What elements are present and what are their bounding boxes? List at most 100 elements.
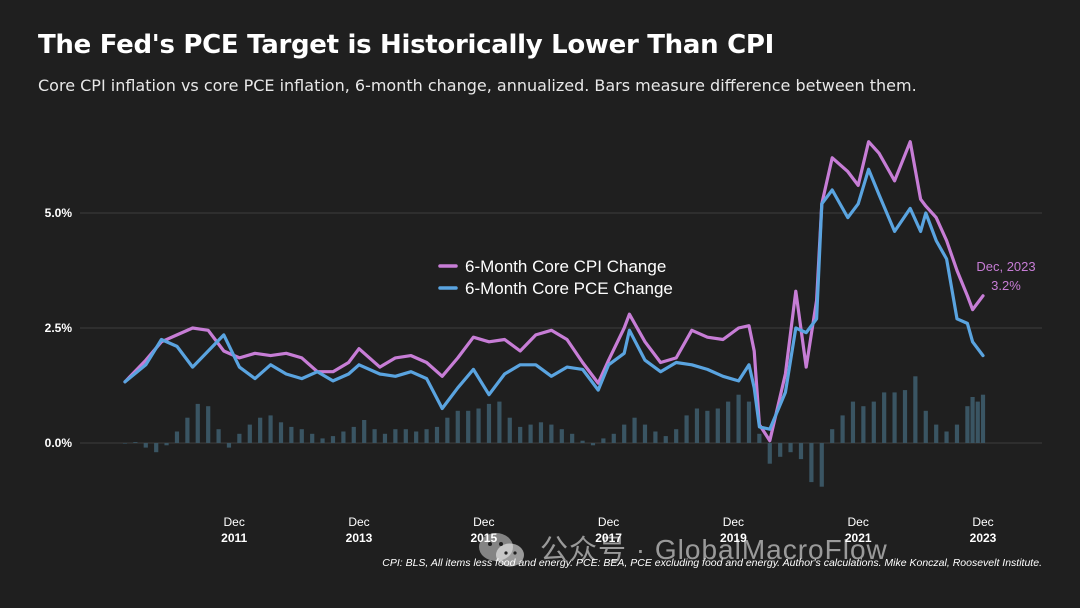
difference-bar — [351, 426, 356, 443]
difference-bar — [362, 420, 367, 443]
difference-bar — [164, 443, 169, 446]
difference-bar — [767, 443, 772, 464]
difference-bar — [424, 429, 429, 443]
difference-bar — [715, 408, 720, 443]
difference-bar — [830, 429, 835, 443]
difference-bar — [310, 433, 315, 443]
chart-title: The Fed's PCE Target is Historically Low… — [38, 30, 775, 60]
difference-bar — [944, 431, 949, 443]
difference-bar — [840, 415, 845, 443]
difference-bar — [684, 415, 689, 443]
difference-bar — [590, 443, 596, 446]
difference-bar — [923, 410, 928, 443]
difference-bar — [278, 422, 284, 443]
difference-bar — [778, 443, 783, 457]
difference-bar — [882, 392, 887, 443]
difference-bar — [507, 417, 512, 443]
difference-bar — [653, 431, 658, 443]
x-tick-year: 2011 — [221, 531, 247, 545]
x-axis-ticks: Dec 2011 Dec 2013 Dec 2015 Dec 2017 Dec 2019 Dec 20… — [221, 515, 996, 545]
legend: 6-Month Core CPI Change 6-Month Core PCE… — [438, 257, 673, 298]
difference-bar — [414, 431, 419, 443]
difference-bar — [434, 426, 440, 443]
difference-bar — [538, 422, 544, 443]
difference-bar — [154, 443, 159, 453]
difference-bar — [206, 406, 211, 443]
difference-bar — [195, 403, 200, 443]
difference-bar — [174, 431, 180, 443]
difference-bar — [258, 417, 263, 443]
x-tick-month: Dec — [598, 515, 619, 529]
annotation-value: 3.2% — [991, 278, 1021, 293]
x-tick-month: Dec — [348, 515, 369, 529]
difference-bar — [980, 394, 986, 443]
difference-bar — [549, 424, 554, 443]
watermark: 公众号 · GlobalMacroFlow — [540, 534, 888, 565]
difference-bar — [486, 403, 492, 443]
y-axis-ticks: 0.0% 2.5% 5.0% — [45, 206, 73, 450]
difference-bar — [934, 424, 939, 443]
chart-subtitle: Core CPI inflation vs core PCE inflation… — [38, 76, 917, 95]
difference-bar — [143, 443, 148, 448]
difference-bars — [122, 376, 986, 487]
difference-bar — [798, 443, 804, 460]
difference-bar — [299, 429, 304, 443]
difference-bar — [497, 401, 502, 443]
series-lines — [123, 140, 985, 443]
difference-bar — [216, 429, 221, 443]
x-tick-month: Dec — [473, 515, 494, 529]
difference-bar — [455, 410, 460, 443]
difference-bar — [705, 410, 710, 443]
difference-bar — [320, 438, 325, 443]
difference-bar — [122, 443, 128, 444]
difference-bar — [341, 431, 346, 443]
x-tick-year: 2019 — [720, 531, 747, 545]
x-tick-year: 2021 — [845, 531, 872, 545]
difference-bar — [289, 426, 294, 443]
x-tick-month: Dec — [848, 515, 869, 529]
difference-bar — [476, 408, 481, 443]
difference-bar — [372, 429, 377, 443]
difference-bar — [226, 443, 232, 448]
difference-bar — [965, 406, 970, 443]
difference-bar — [746, 401, 752, 443]
difference-bar — [663, 436, 668, 443]
difference-bar — [247, 424, 252, 443]
difference-bar — [975, 401, 980, 443]
difference-bar — [819, 443, 824, 487]
x-tick-month: Dec — [972, 515, 993, 529]
end-annotation: Dec, 2023 3.2% — [976, 259, 1035, 293]
wechat-logo-icon — [479, 533, 524, 567]
difference-bar — [528, 424, 533, 443]
difference-bar — [185, 417, 190, 443]
gridlines — [80, 212, 1042, 444]
difference-bar — [330, 436, 336, 443]
difference-bar — [726, 401, 731, 443]
difference-bar — [393, 429, 398, 443]
difference-bar — [403, 429, 408, 443]
difference-bar — [133, 442, 138, 443]
x-tick-year: 2017 — [595, 531, 622, 545]
difference-bar — [788, 443, 793, 453]
difference-bar — [757, 433, 762, 443]
legend-pce-label: 6-Month Core PCE Change — [465, 279, 673, 298]
difference-bar — [970, 397, 975, 443]
difference-bar — [850, 401, 856, 443]
x-tick-year: 2023 — [970, 531, 997, 545]
difference-bar — [268, 415, 273, 443]
x-tick-month: Dec — [723, 515, 744, 529]
pce-series-line — [123, 167, 985, 431]
difference-bar — [611, 433, 616, 443]
x-tick-month: Dec — [224, 515, 245, 529]
x-tick-year: 2013 — [346, 531, 373, 545]
annotation-date: Dec, 2023 — [976, 259, 1035, 274]
cpi-series-line — [123, 140, 985, 443]
x-tick-year: 2015 — [470, 531, 497, 545]
y-tick-label: 5.0% — [45, 206, 73, 220]
difference-bar — [559, 429, 564, 443]
difference-bar — [382, 433, 388, 443]
difference-bar — [902, 390, 908, 443]
difference-bar — [570, 433, 575, 443]
difference-bar — [580, 440, 585, 443]
